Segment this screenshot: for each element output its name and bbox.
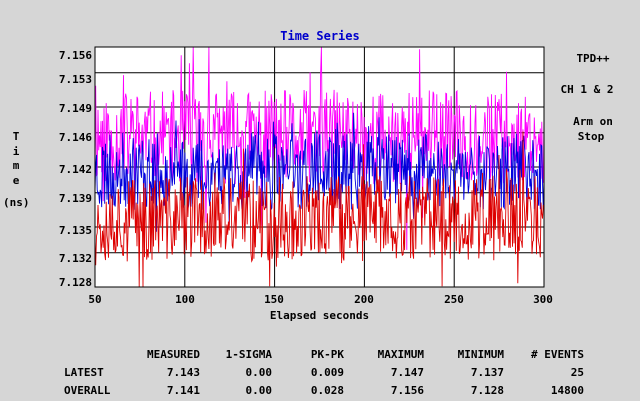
arm-mode-line1: Arm on bbox=[573, 115, 613, 128]
series-trace-3 bbox=[94, 131, 545, 288]
y-tick-label: 7.135 bbox=[58, 224, 92, 237]
stat-latest-pkpk: 0.009 bbox=[310, 366, 344, 379]
stat-header-measured: MEASURED bbox=[147, 348, 200, 361]
x-tick-label: 300 bbox=[533, 293, 553, 306]
stat-header-sigma: 1-SIGMA bbox=[225, 348, 272, 361]
y-tick-label: 7.156 bbox=[58, 49, 92, 62]
stat-overall-minimum: 7.128 bbox=[470, 384, 504, 397]
stat-header-pkpk: PK-PK bbox=[310, 348, 344, 361]
y-tick-label: 7.146 bbox=[58, 131, 92, 144]
y-axis-label-letter: m bbox=[12, 159, 20, 172]
y-axis-label-letter: T bbox=[12, 130, 20, 143]
x-tick-label: 100 bbox=[175, 293, 195, 306]
stat-row-label-overall: OVERALL bbox=[64, 384, 111, 397]
channel-label: CH 1 & 2 bbox=[560, 83, 614, 96]
y-axis-label-letter: e bbox=[12, 173, 20, 187]
plot-border bbox=[94, 46, 545, 288]
x-axis-label: Elapsed seconds bbox=[269, 309, 370, 322]
series-traces bbox=[94, 46, 545, 288]
device-name: TPD++ bbox=[576, 52, 610, 65]
stat-overall-sigma: 0.00 bbox=[245, 384, 273, 397]
stat-latest-sigma: 0.00 bbox=[245, 366, 273, 379]
y-axis-label-letter: i bbox=[12, 144, 20, 158]
y-tick-label: 7.149 bbox=[58, 102, 92, 115]
y-tick-label: 7.153 bbox=[58, 73, 92, 86]
y-axis-label: T i m e bbox=[10, 130, 22, 188]
y-tick-label: 7.139 bbox=[58, 192, 92, 205]
x-tick-label: 50 bbox=[88, 293, 102, 306]
x-tick-label: 150 bbox=[264, 293, 284, 306]
stat-header-minimum: MINIMUM bbox=[457, 348, 504, 361]
chart-title: Time Series bbox=[280, 29, 360, 43]
stat-header-events: # EVENTS bbox=[531, 348, 584, 361]
x-tick-label: 200 bbox=[354, 293, 374, 306]
y-tick-label: 7.128 bbox=[58, 276, 92, 289]
stat-row-label-latest: LATEST bbox=[64, 366, 104, 379]
stat-overall-measured: 7.141 bbox=[166, 384, 200, 397]
x-tick-label: 250 bbox=[444, 293, 464, 306]
stat-latest-minimum: 7.137 bbox=[470, 366, 504, 379]
stat-latest-events: 25 bbox=[570, 366, 584, 379]
stat-latest-maximum: 7.147 bbox=[390, 366, 424, 379]
arm-mode-line2: Stop bbox=[577, 130, 605, 143]
stat-overall-events: 14800 bbox=[550, 384, 584, 397]
stat-latest-measured: 7.143 bbox=[166, 366, 200, 379]
stat-overall-maximum: 7.156 bbox=[390, 384, 424, 397]
stat-overall-pkpk: 0.028 bbox=[310, 384, 344, 397]
y-tick-label: 7.142 bbox=[58, 163, 92, 176]
stat-header-maximum: MAXIMUM bbox=[377, 348, 424, 361]
y-axis-unit: (ns) bbox=[3, 196, 30, 209]
y-tick-label: 7.132 bbox=[58, 252, 92, 265]
